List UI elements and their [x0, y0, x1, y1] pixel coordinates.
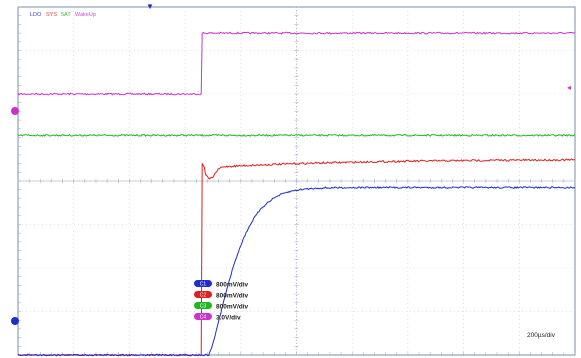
timebase-label: 200µs/div	[527, 332, 556, 339]
legend-c1-id: C1	[200, 282, 207, 288]
top-label-wakeup: WakeUp	[75, 12, 96, 18]
legend-c3-id: C3	[200, 304, 207, 310]
trace-c2-sys	[17, 158, 576, 357]
legend-item-c2: C2 800mV/div	[194, 291, 249, 300]
legend-c4-id: C4	[200, 315, 207, 321]
c1-ground-marker-icon	[11, 317, 19, 325]
top-label-sys: SYS	[46, 12, 57, 18]
legend-c4-scale: 3.0V/div	[216, 315, 241, 322]
trace-c1-ldo	[17, 185, 576, 357]
trigger-level-marker-icon: ◂	[567, 83, 571, 92]
traces	[17, 31, 576, 357]
legend-item-c1: C1 800mV/div	[194, 280, 249, 289]
trace-c4-wakeup	[17, 31, 576, 96]
c4-ground-marker-icon	[11, 107, 19, 115]
channel-legend: C1 800mV/div C2 800mV/div C3 800mV/div C…	[194, 280, 249, 322]
trigger-position-marker-icon: ▼	[146, 2, 154, 11]
legend-c3-scale: 800mV/div	[216, 304, 249, 311]
top-channel-labels: LDO SYS 5AT WakeUp	[30, 12, 96, 18]
legend-item-c4: C4 3.0V/div	[194, 313, 241, 322]
top-label-ldo: LDO	[30, 12, 42, 18]
channel-ground-markers	[11, 107, 19, 325]
graticule	[17, 6, 576, 356]
trace-c3-sat	[17, 133, 576, 137]
legend-item-c3: C3 800mV/div	[194, 302, 249, 311]
legend-c2-id: C2	[200, 293, 207, 299]
legend-c1-scale: 800mV/div	[216, 282, 249, 289]
top-label-sat: 5AT	[61, 12, 71, 18]
legend-c2-scale: 800mV/div	[216, 293, 249, 300]
